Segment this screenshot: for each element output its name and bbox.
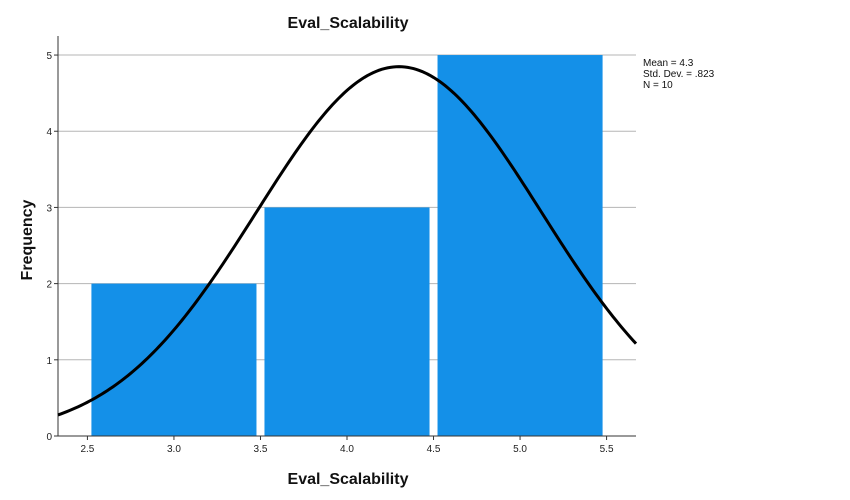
- y-ticks: 0 1 2 3 4 5: [46, 51, 58, 443]
- x-tick-label-5.0: 5.0: [513, 444, 527, 455]
- bar-3.0: [91, 283, 257, 436]
- normal-curve-line: [57, 65, 638, 417]
- x-ticks: 2.5 3.0 3.5 4.0 4.5 5.0 5.5: [80, 436, 614, 455]
- stats-std-dev: Std. Dev. = .823: [643, 69, 715, 80]
- x-tick-label-4.0: 4.0: [340, 444, 354, 455]
- x-tick-label-5.5: 5.5: [600, 444, 614, 455]
- y-tick-label-5: 5: [46, 51, 52, 62]
- bar-4.0: [264, 207, 430, 436]
- x-tick-label-4.5: 4.5: [427, 444, 441, 455]
- x-tick-label-3.0: 3.0: [167, 444, 181, 455]
- y-tick-label-4: 4: [46, 127, 52, 138]
- y-tick-label-2: 2: [46, 280, 52, 291]
- y-tick-label-3: 3: [46, 203, 52, 214]
- histogram-bars: [91, 55, 603, 437]
- y-tick-label-1: 1: [46, 356, 52, 367]
- x-tick-label-3.5: 3.5: [254, 444, 268, 455]
- x-tick-label-2.5: 2.5: [80, 444, 94, 455]
- x-axis-title: Eval_Scalability: [288, 471, 409, 488]
- y-tick-label-0: 0: [46, 432, 52, 443]
- y-axis-title: Frequency: [19, 199, 36, 280]
- stats-n: N = 10: [643, 80, 673, 91]
- stats-mean: Mean = 4.3: [643, 58, 694, 69]
- chart-title: Eval_Scalability: [288, 15, 409, 32]
- bar-5.0: [437, 55, 603, 437]
- stats-box: Mean = 4.3 Std. Dev. = .823 N = 10: [643, 58, 715, 91]
